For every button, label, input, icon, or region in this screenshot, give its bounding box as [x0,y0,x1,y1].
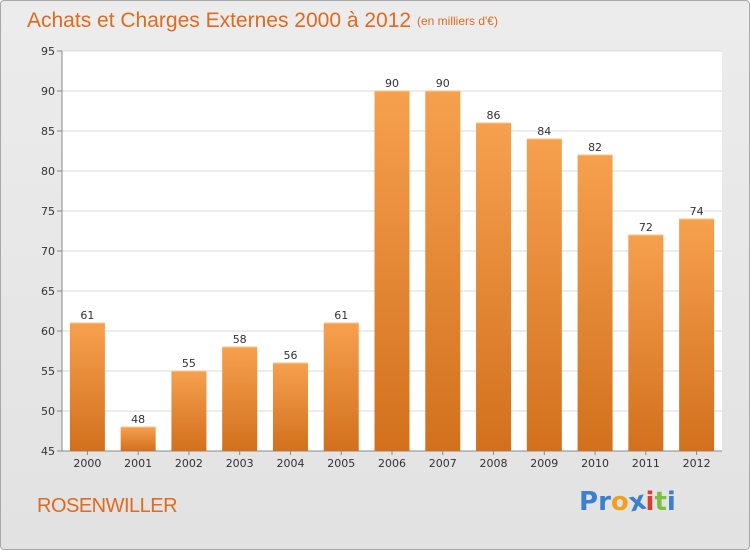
x-tick-label: 2008 [480,457,508,470]
bar [526,139,562,451]
bar [69,323,105,451]
chart-subtitle: (en milliers d'€) [417,14,498,28]
chart-title: Achats et Charges Externes 2000 à 2012 [27,9,411,32]
bar [679,219,715,451]
data-label: 84 [537,125,551,138]
x-tick-label: 2002 [175,457,203,470]
data-label: 55 [182,357,196,370]
x-tick-label: 2012 [683,457,711,470]
x-tick-label: 2006 [378,457,406,470]
data-label: 58 [233,333,247,346]
x-tick-label: 2009 [530,457,558,470]
x-tick-label: 2001 [124,457,152,470]
data-label: 74 [690,205,704,218]
x-tick-label: 2007 [429,457,457,470]
y-tick-label: 75 [41,205,55,218]
logo-letter: t [654,487,667,517]
data-label: 48 [131,413,145,426]
data-label: 61 [334,309,348,322]
data-label: 90 [385,77,399,90]
y-tick-label: 45 [41,445,55,458]
bar [272,363,308,451]
data-label: 82 [588,141,602,154]
x-tick-label: 2010 [581,457,609,470]
x-tick-label: 2000 [73,457,101,470]
y-tick-label: 85 [41,125,55,138]
y-tick-label: 90 [41,85,55,98]
x-tick-label: 2005 [327,457,355,470]
town-name: ROSENWILLER [37,495,178,517]
bar [628,235,664,451]
bar [425,91,461,451]
y-tick-label: 70 [41,245,55,258]
bar [120,427,156,451]
bar [171,371,207,451]
logo-letter: i [645,487,655,517]
y-tick-label: 50 [41,405,55,418]
x-tick-label: 2003 [226,457,254,470]
x-tick-label: 2011 [632,457,660,470]
y-tick-label: 65 [41,285,55,298]
logo-letter: P [579,487,599,517]
y-tick-label: 80 [41,165,55,178]
bar [476,123,512,451]
bar [374,91,410,451]
data-label: 61 [80,309,94,322]
logo-letter: o [610,487,629,517]
logo-letter: i [666,487,676,517]
data-label: 72 [639,221,653,234]
data-label: 86 [487,109,501,122]
y-tick-label: 95 [41,45,55,58]
y-tick-label: 55 [41,365,55,378]
bar [323,323,359,451]
data-label: 90 [436,77,450,90]
bar [222,347,258,451]
data-label: 56 [283,349,297,362]
plot-area: 45 50 55 60 65 70 75 80 85 90 95 61 2000 48 2001 55 2002… [41,45,722,470]
proxiti-logo: Proxiti [579,486,676,519]
bar [577,155,613,451]
x-tick-label: 2004 [276,457,304,470]
logo-letter: r [598,487,611,517]
y-tick-label: 60 [41,325,55,338]
